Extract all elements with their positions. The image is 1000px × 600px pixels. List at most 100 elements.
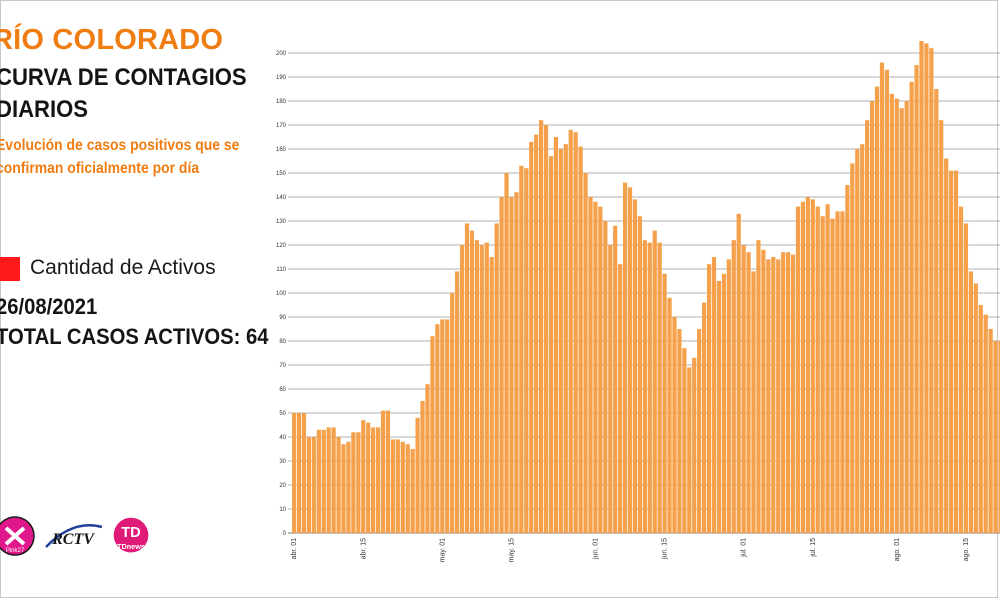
bar-day-139 [978, 305, 983, 533]
bar-day-61 [593, 201, 598, 534]
bar-day-111 [840, 211, 845, 533]
bar-day-78 [677, 329, 682, 533]
bar-day-32 [450, 293, 455, 533]
rctv-logo-text: RCTV [51, 531, 95, 548]
td-news-logo-icon: TD TDnews [113, 517, 149, 553]
td-news-logo-text: TDnews [117, 542, 145, 551]
bar-day-135 [958, 206, 964, 533]
bar-day-131 [939, 120, 944, 533]
bar-day-57 [573, 132, 578, 533]
bar-day-77 [672, 317, 677, 533]
bar-day-16 [371, 427, 376, 533]
bar-day-93 [751, 271, 756, 533]
bar-day-13 [356, 432, 361, 533]
bar-day-23 [405, 444, 410, 533]
bar-day-59 [583, 173, 588, 533]
bar-day-64 [608, 245, 613, 533]
x-tick-label: jul. 01 [741, 538, 748, 558]
bar-day-142 [993, 341, 998, 533]
bar-day-44 [509, 197, 514, 533]
bar-day-120 [884, 69, 889, 534]
bar-day-143 [998, 341, 1000, 533]
bar-day-80 [687, 367, 692, 533]
bar-day-29 [435, 324, 440, 533]
x-tick-label: ago. 15 [963, 538, 970, 561]
bar-day-56 [568, 129, 573, 534]
bar-day-140 [983, 314, 988, 533]
bar-day-103 [800, 201, 806, 534]
bar-day-109 [830, 218, 835, 533]
bar-day-22 [400, 441, 405, 533]
bar-day-101 [790, 254, 796, 533]
bar-day-85 [711, 257, 717, 533]
chart-description: Evolución de casos positivos que se conf… [0, 137, 240, 177]
bar-day-116 [865, 120, 870, 533]
bar-day-9 [336, 437, 341, 533]
x-tick-label: jul. 15 [810, 538, 817, 558]
bar-day-14 [361, 420, 366, 533]
y-tick-label: 110 [276, 267, 286, 273]
bar-day-129 [929, 48, 934, 533]
bar-day-25 [415, 417, 420, 533]
bar-day-28 [430, 336, 435, 533]
bar-day-114 [855, 149, 860, 533]
y-tick-label: 80 [279, 339, 286, 345]
bar-day-125 [909, 81, 914, 534]
bar-day-75 [662, 273, 667, 533]
bar-day-100 [786, 252, 791, 533]
bar-day-20 [390, 439, 395, 533]
bar-day-126 [914, 65, 919, 533]
bar-day-133 [949, 170, 954, 533]
x-tick-label: jun. 01 [592, 538, 599, 560]
bar-day-83 [702, 302, 707, 533]
bar-day-123 [899, 108, 904, 533]
bar-day-92 [746, 252, 751, 533]
legend-swatch [0, 257, 20, 281]
bar-day-12 [351, 432, 356, 533]
bar-day-137 [968, 271, 973, 533]
bar-day-26 [420, 401, 425, 533]
bar-day-6 [321, 429, 326, 533]
bar-day-130 [934, 89, 939, 533]
bar-day-84 [706, 264, 712, 533]
bar-day-31 [445, 319, 450, 533]
bar-day-65 [613, 225, 618, 534]
bar-day-113 [850, 163, 855, 533]
bar-day-4 [311, 437, 316, 533]
bar-day-96 [766, 259, 771, 533]
svg-text:TD: TD [121, 525, 140, 541]
bar-day-63 [603, 221, 608, 533]
bar-day-51 [543, 125, 549, 533]
chart-bars [292, 41, 1000, 534]
bar-day-89 [731, 240, 736, 533]
bar-day-60 [588, 197, 593, 533]
bar-day-34 [459, 245, 465, 533]
bar-day-76 [667, 297, 672, 533]
pink-tv-logo-text: Pink27 [6, 548, 25, 554]
bar-day-94 [756, 240, 761, 533]
bar-day-119 [879, 62, 885, 533]
bar-day-48 [529, 141, 534, 534]
bar-day-97 [771, 257, 776, 533]
x-tick-label: abr. 15 [360, 538, 367, 560]
bar-day-71 [642, 240, 647, 533]
bar-day-118 [874, 86, 880, 533]
bar-day-19 [385, 410, 391, 533]
legend-label: Cantidad de Activos [30, 256, 216, 279]
bar-day-1 [296, 413, 302, 533]
bar-day-42 [499, 197, 504, 533]
bar-day-98 [776, 259, 781, 533]
bar-day-105 [810, 199, 815, 533]
bar-day-43 [504, 173, 509, 533]
bar-day-41 [494, 223, 499, 533]
bar-day-106 [815, 206, 820, 533]
bar-day-128 [924, 43, 929, 534]
bar-day-136 [963, 223, 969, 533]
bar-day-55 [563, 144, 568, 533]
y-tick-label: 0 [283, 531, 287, 537]
y-tick-label: 120 [276, 243, 287, 249]
y-tick-label: 140 [276, 195, 287, 201]
bar-day-102 [795, 206, 801, 533]
bar-day-74 [657, 242, 662, 533]
